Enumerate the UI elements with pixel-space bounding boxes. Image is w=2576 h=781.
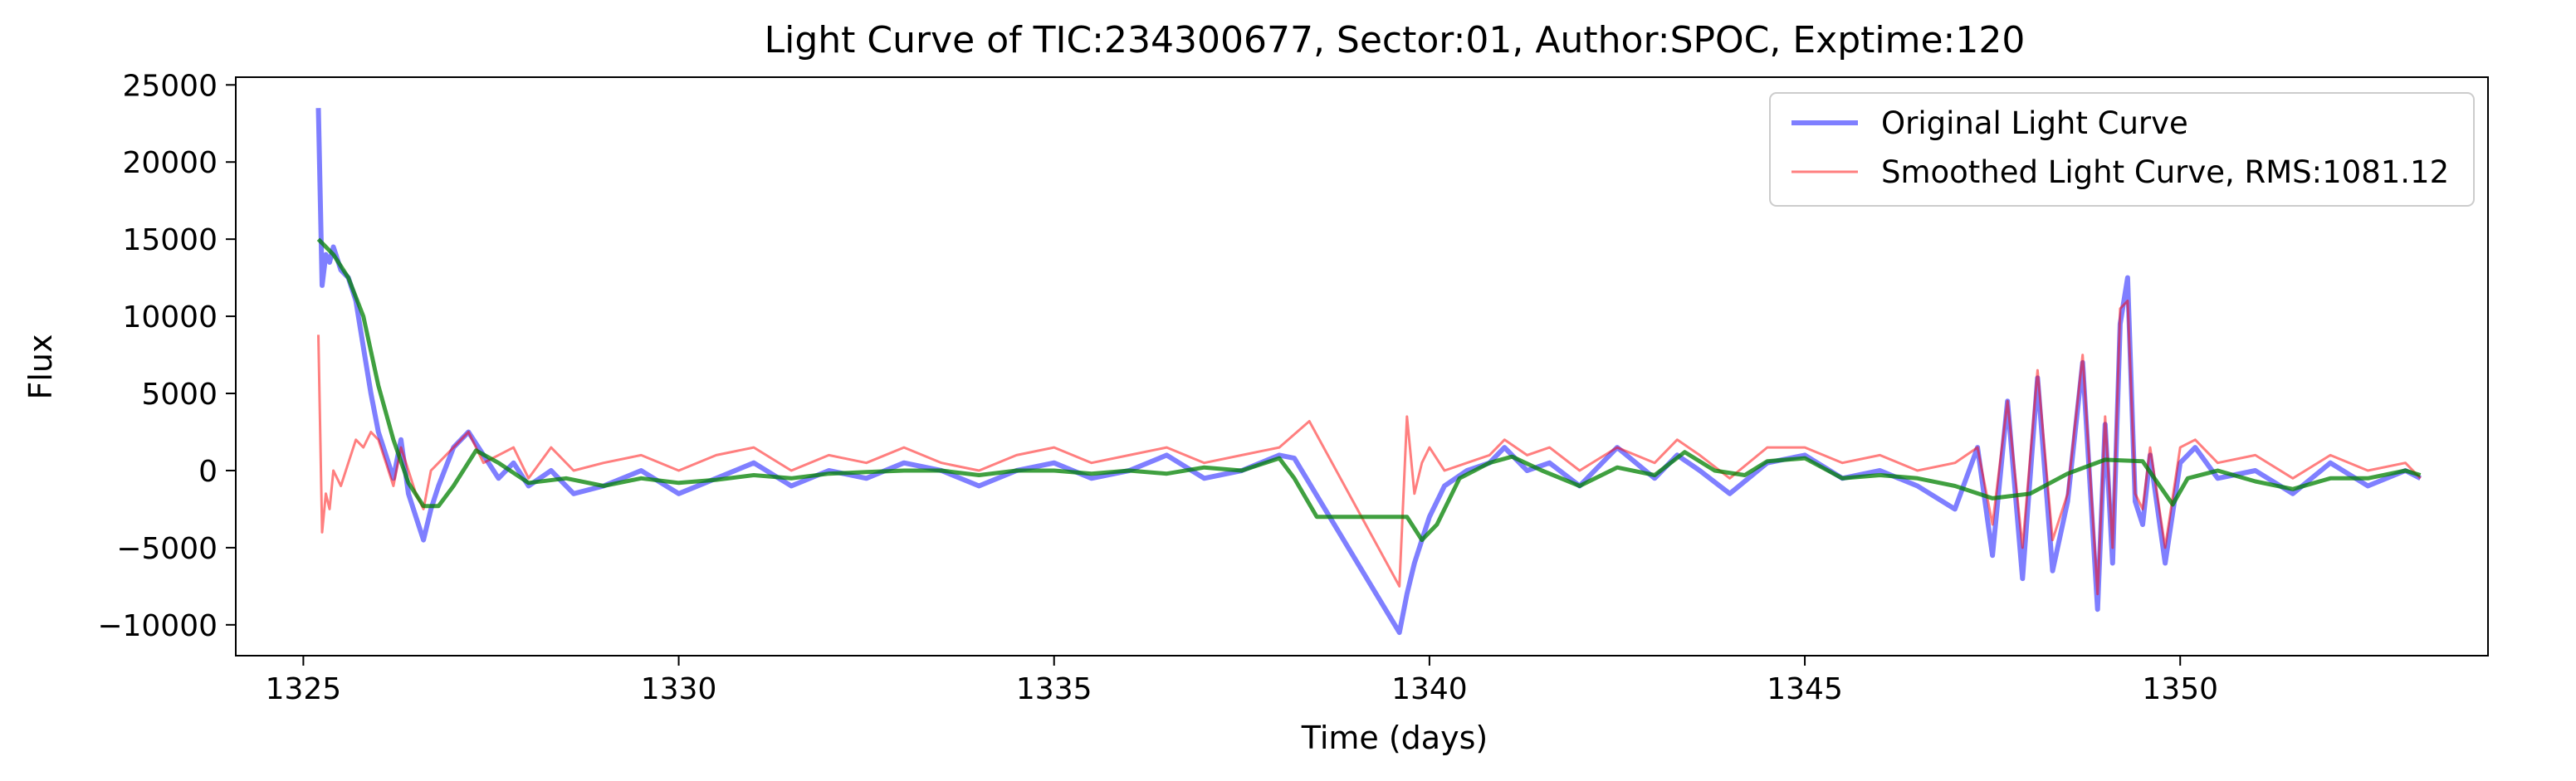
x-tick-label: 1345 xyxy=(1767,672,1843,706)
y-axis-label: Flux xyxy=(22,334,59,400)
y-tick-label: 25000 xyxy=(122,69,218,103)
x-tick-label: 1350 xyxy=(2142,672,2218,706)
y-tick-label: 15000 xyxy=(122,223,218,257)
y-tick-label: −10000 xyxy=(97,609,218,643)
x-tick-label: 1335 xyxy=(1016,672,1092,706)
y-tick-label: −5000 xyxy=(116,532,218,566)
legend: Original Light Curve Smoothed Light Curv… xyxy=(1769,92,2475,207)
y-tick-label: 20000 xyxy=(122,146,218,180)
x-tick-label: 1330 xyxy=(641,672,717,706)
chart-title: Light Curve of TIC:234300677, Sector:01,… xyxy=(765,19,2026,61)
legend-label-original: Original Light Curve xyxy=(1881,105,2188,141)
x-axis: 1325 1330 1335 1340 1345 1350 xyxy=(266,656,2218,706)
legend-box xyxy=(1769,92,2475,207)
series-line-trend xyxy=(316,237,2422,543)
x-tick-label: 1325 xyxy=(266,672,342,706)
x-tick-label: 1340 xyxy=(1391,672,1468,706)
y-tick-label: 0 xyxy=(198,455,218,489)
series-layer xyxy=(315,108,2422,636)
plot-area-frame xyxy=(235,76,2489,657)
y-tick-label: 10000 xyxy=(122,300,218,334)
y-axis: −10000 −5000 0 5000 10000 15000 20000 25000 xyxy=(97,69,236,643)
legend-label-smoothed: Smoothed Light Curve, RMS:1081.12 xyxy=(1881,154,2449,190)
y-tick-label: 5000 xyxy=(141,378,218,412)
x-axis-label: Time (days) xyxy=(1301,720,1488,756)
